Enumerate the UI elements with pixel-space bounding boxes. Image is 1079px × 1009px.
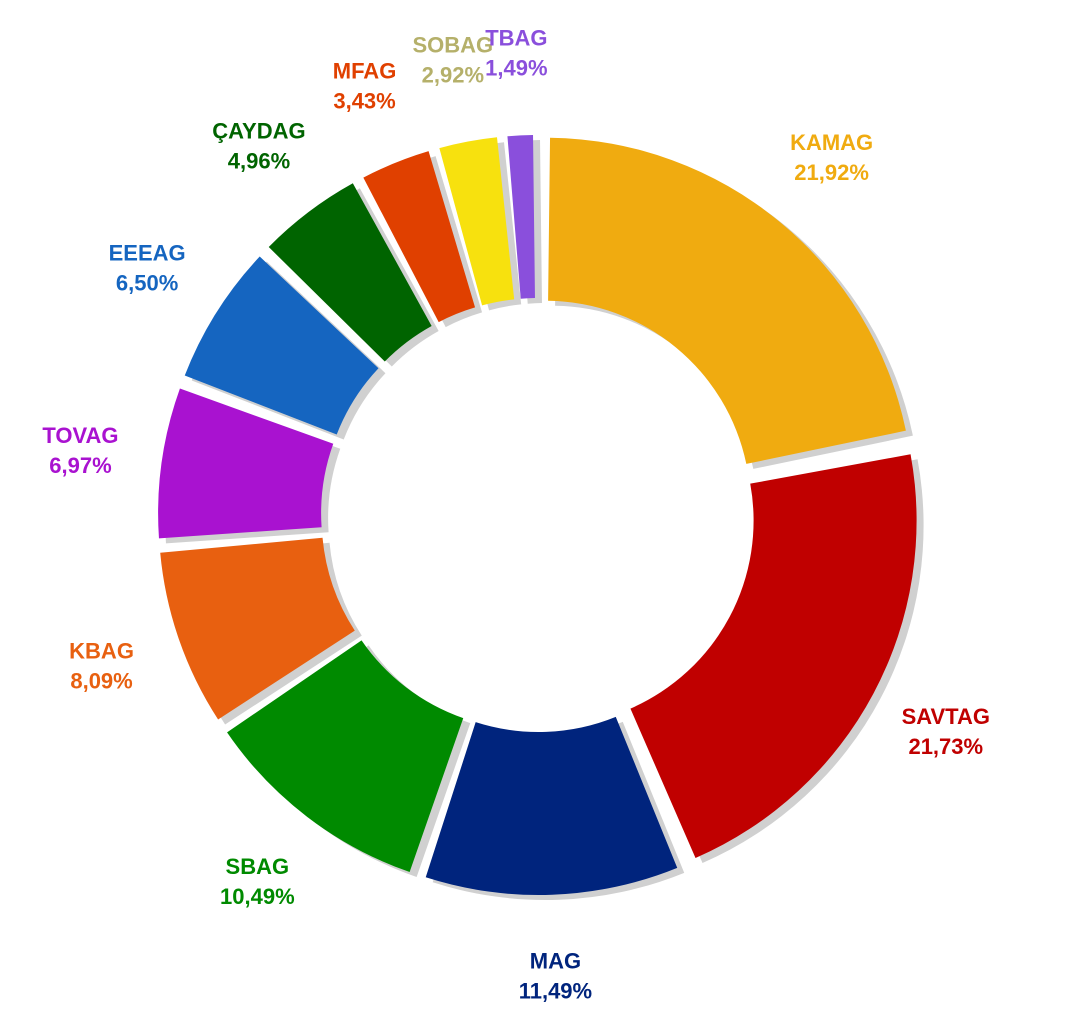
slice [158, 388, 334, 539]
slice-value-label: 1,49% [485, 55, 547, 80]
slice [268, 183, 432, 362]
slice-value-label: 6,50% [116, 271, 178, 296]
slice-label: SBAG [226, 854, 290, 879]
slice [630, 454, 917, 859]
slice-label: TBAG [485, 25, 547, 50]
slice-value-label: 8,09% [70, 668, 132, 693]
slice-value-label: 21,92% [794, 160, 869, 185]
slice-value-label: 3,43% [333, 89, 395, 114]
slice-label: SOBAG [413, 33, 494, 58]
slice-label: EEEAG [109, 241, 186, 266]
slice-value-label: 4,96% [228, 149, 290, 174]
slice-value-label: 6,97% [49, 453, 111, 478]
slice [160, 537, 355, 720]
slice-label: MFAG [333, 59, 397, 84]
slice [507, 135, 535, 299]
slice-label: MAG [530, 948, 581, 973]
slice [425, 716, 678, 895]
slice-label: TOVAG [42, 423, 118, 448]
slice-label: SAVTAG [902, 704, 990, 729]
slice-label: KBAG [69, 638, 134, 663]
slice [184, 256, 379, 435]
slice [548, 137, 906, 464]
slice [439, 137, 515, 306]
slice-value-label: 21,73% [908, 734, 983, 759]
slice-value-label: 10,49% [220, 884, 295, 909]
slice [363, 151, 476, 323]
slice-label: ÇAYDAG [212, 119, 305, 144]
slice-label: KAMAG [790, 130, 873, 155]
slice-value-label: 11,49% [519, 978, 592, 1003]
slice-value-label: 2,92% [422, 63, 484, 88]
slice [227, 640, 464, 873]
